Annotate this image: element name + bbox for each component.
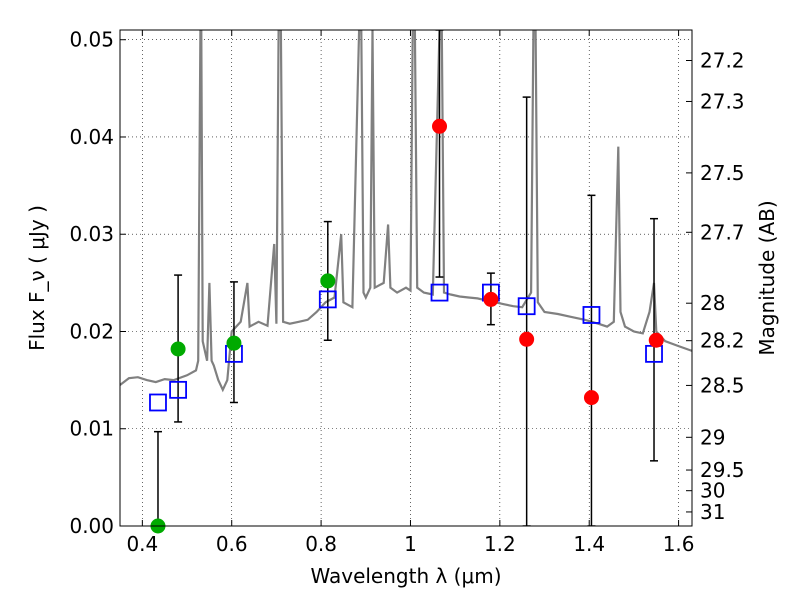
magnitude-tick-label: 31: [700, 500, 725, 524]
observed-flux-point: [483, 291, 499, 307]
magnitude-tick-label: 29.5: [700, 458, 745, 482]
x-tick-label: 1.2: [484, 532, 516, 556]
x-tick-label: 0.4: [126, 532, 158, 556]
model-photometry-square: [517, 297, 536, 316]
plot-frame: [119, 29, 693, 527]
model-photometry-square: [149, 393, 167, 412]
magnitude-tick-label: 28: [700, 291, 725, 315]
observed-flux-point: [648, 332, 664, 348]
magnitude-tick-label: 28.5: [700, 373, 745, 397]
x-tick-label: 1: [404, 532, 417, 556]
y-tick-label: 0.01: [69, 417, 114, 441]
x-tick-label: 0.8: [305, 532, 337, 556]
magnitude-axis-label: Magnitude (AB): [755, 200, 779, 355]
x-tick-label: 0.6: [216, 532, 248, 556]
observed-flux-point: [170, 341, 186, 357]
magnitude-tick-label: 27.2: [700, 49, 745, 73]
x-tick-label: 1.4: [573, 532, 605, 556]
y-axis-label: Flux F_ν ( μJy ): [25, 205, 49, 351]
model-photometry-square: [169, 380, 187, 399]
markers: [149, 118, 664, 534]
model-photometry-square: [430, 283, 449, 302]
observed-flux-point: [320, 273, 336, 289]
observed-flux-point: [226, 335, 242, 351]
observed-flux-point: [583, 390, 599, 406]
y-tick-label: 0.04: [69, 125, 114, 149]
magnitude-tick-label: 27.7: [700, 220, 745, 244]
model-sed-layer: [120, 30, 692, 393]
magnitude-tick-label: 27.3: [700, 89, 745, 113]
y-tick-label: 0.00: [69, 514, 114, 538]
model-sed-line: [120, 30, 692, 393]
magnitude-tick-label: 28.2: [700, 329, 745, 353]
magnitude-tick-label: 29: [700, 425, 725, 449]
y-tick-label: 0.02: [69, 319, 114, 343]
magnitude-tick-label: 30: [700, 479, 725, 503]
observed-flux-point: [519, 331, 535, 347]
y-tick-label: 0.03: [69, 222, 114, 246]
ticks: 0.4 0.6 0.8 1 1.2 1.4 1.6 0.00 0.01 0.02 0.03 0.04 0…: [69, 28, 744, 556]
y-tick-label: 0.05: [69, 28, 114, 52]
observed-flux-point: [432, 118, 448, 134]
model-photometry-square: [318, 290, 337, 309]
model-photometry-square: [582, 306, 601, 324]
magnitude-tick-label: 27.5: [700, 161, 745, 185]
grid: [120, 30, 692, 527]
x-tick-label: 1.6: [663, 532, 695, 556]
x-axis-label: Wavelength λ (μm): [310, 564, 501, 588]
error-bars: [153, 30, 659, 526]
